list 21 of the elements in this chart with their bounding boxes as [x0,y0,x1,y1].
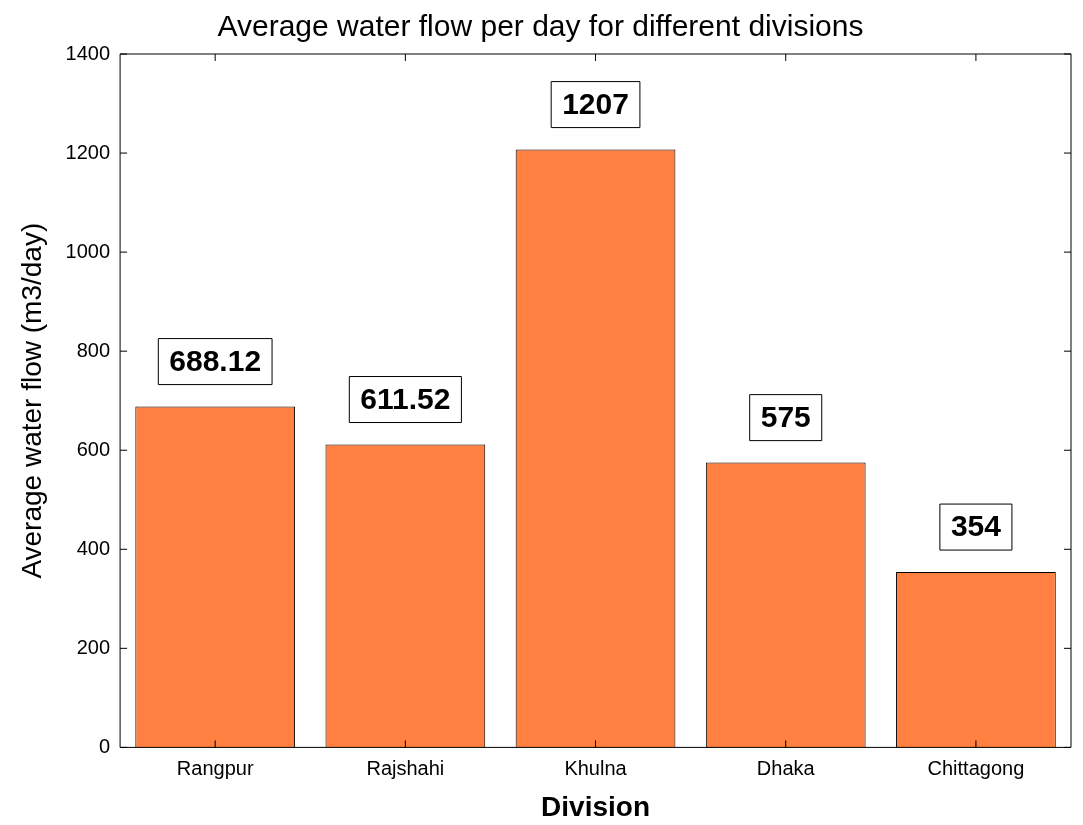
y-tick-label: 800 [76,338,111,361]
x-tick-label: Rajshahi [366,756,445,779]
y-tick-label: 400 [76,536,111,559]
data-label: 575 [760,399,811,433]
x-axis-title: Division [541,790,651,822]
data-label: 1207 [562,86,629,120]
data-label: 354 [950,509,1002,543]
x-tick-label: Dhaka [756,756,816,779]
y-axis-title: Average water flow (m3/day) [15,222,47,579]
y-tick-label: 0 [98,734,111,757]
y-tick-label: 200 [76,635,111,658]
y-tick-label: 1200 [65,140,111,163]
data-label: 688.12 [169,343,262,377]
data-label: 611.52 [360,381,451,415]
y-tick-label: 1000 [65,239,111,262]
x-tick-label: Rangpur [176,756,254,779]
x-tick-label: Khulna [564,756,628,779]
y-tick-label: 600 [76,437,111,460]
chart-title: Average water flow per day for different divisions [217,9,864,43]
y-tick-label: 1400 [65,41,111,64]
x-tick-label: Chittagong [927,756,1025,779]
